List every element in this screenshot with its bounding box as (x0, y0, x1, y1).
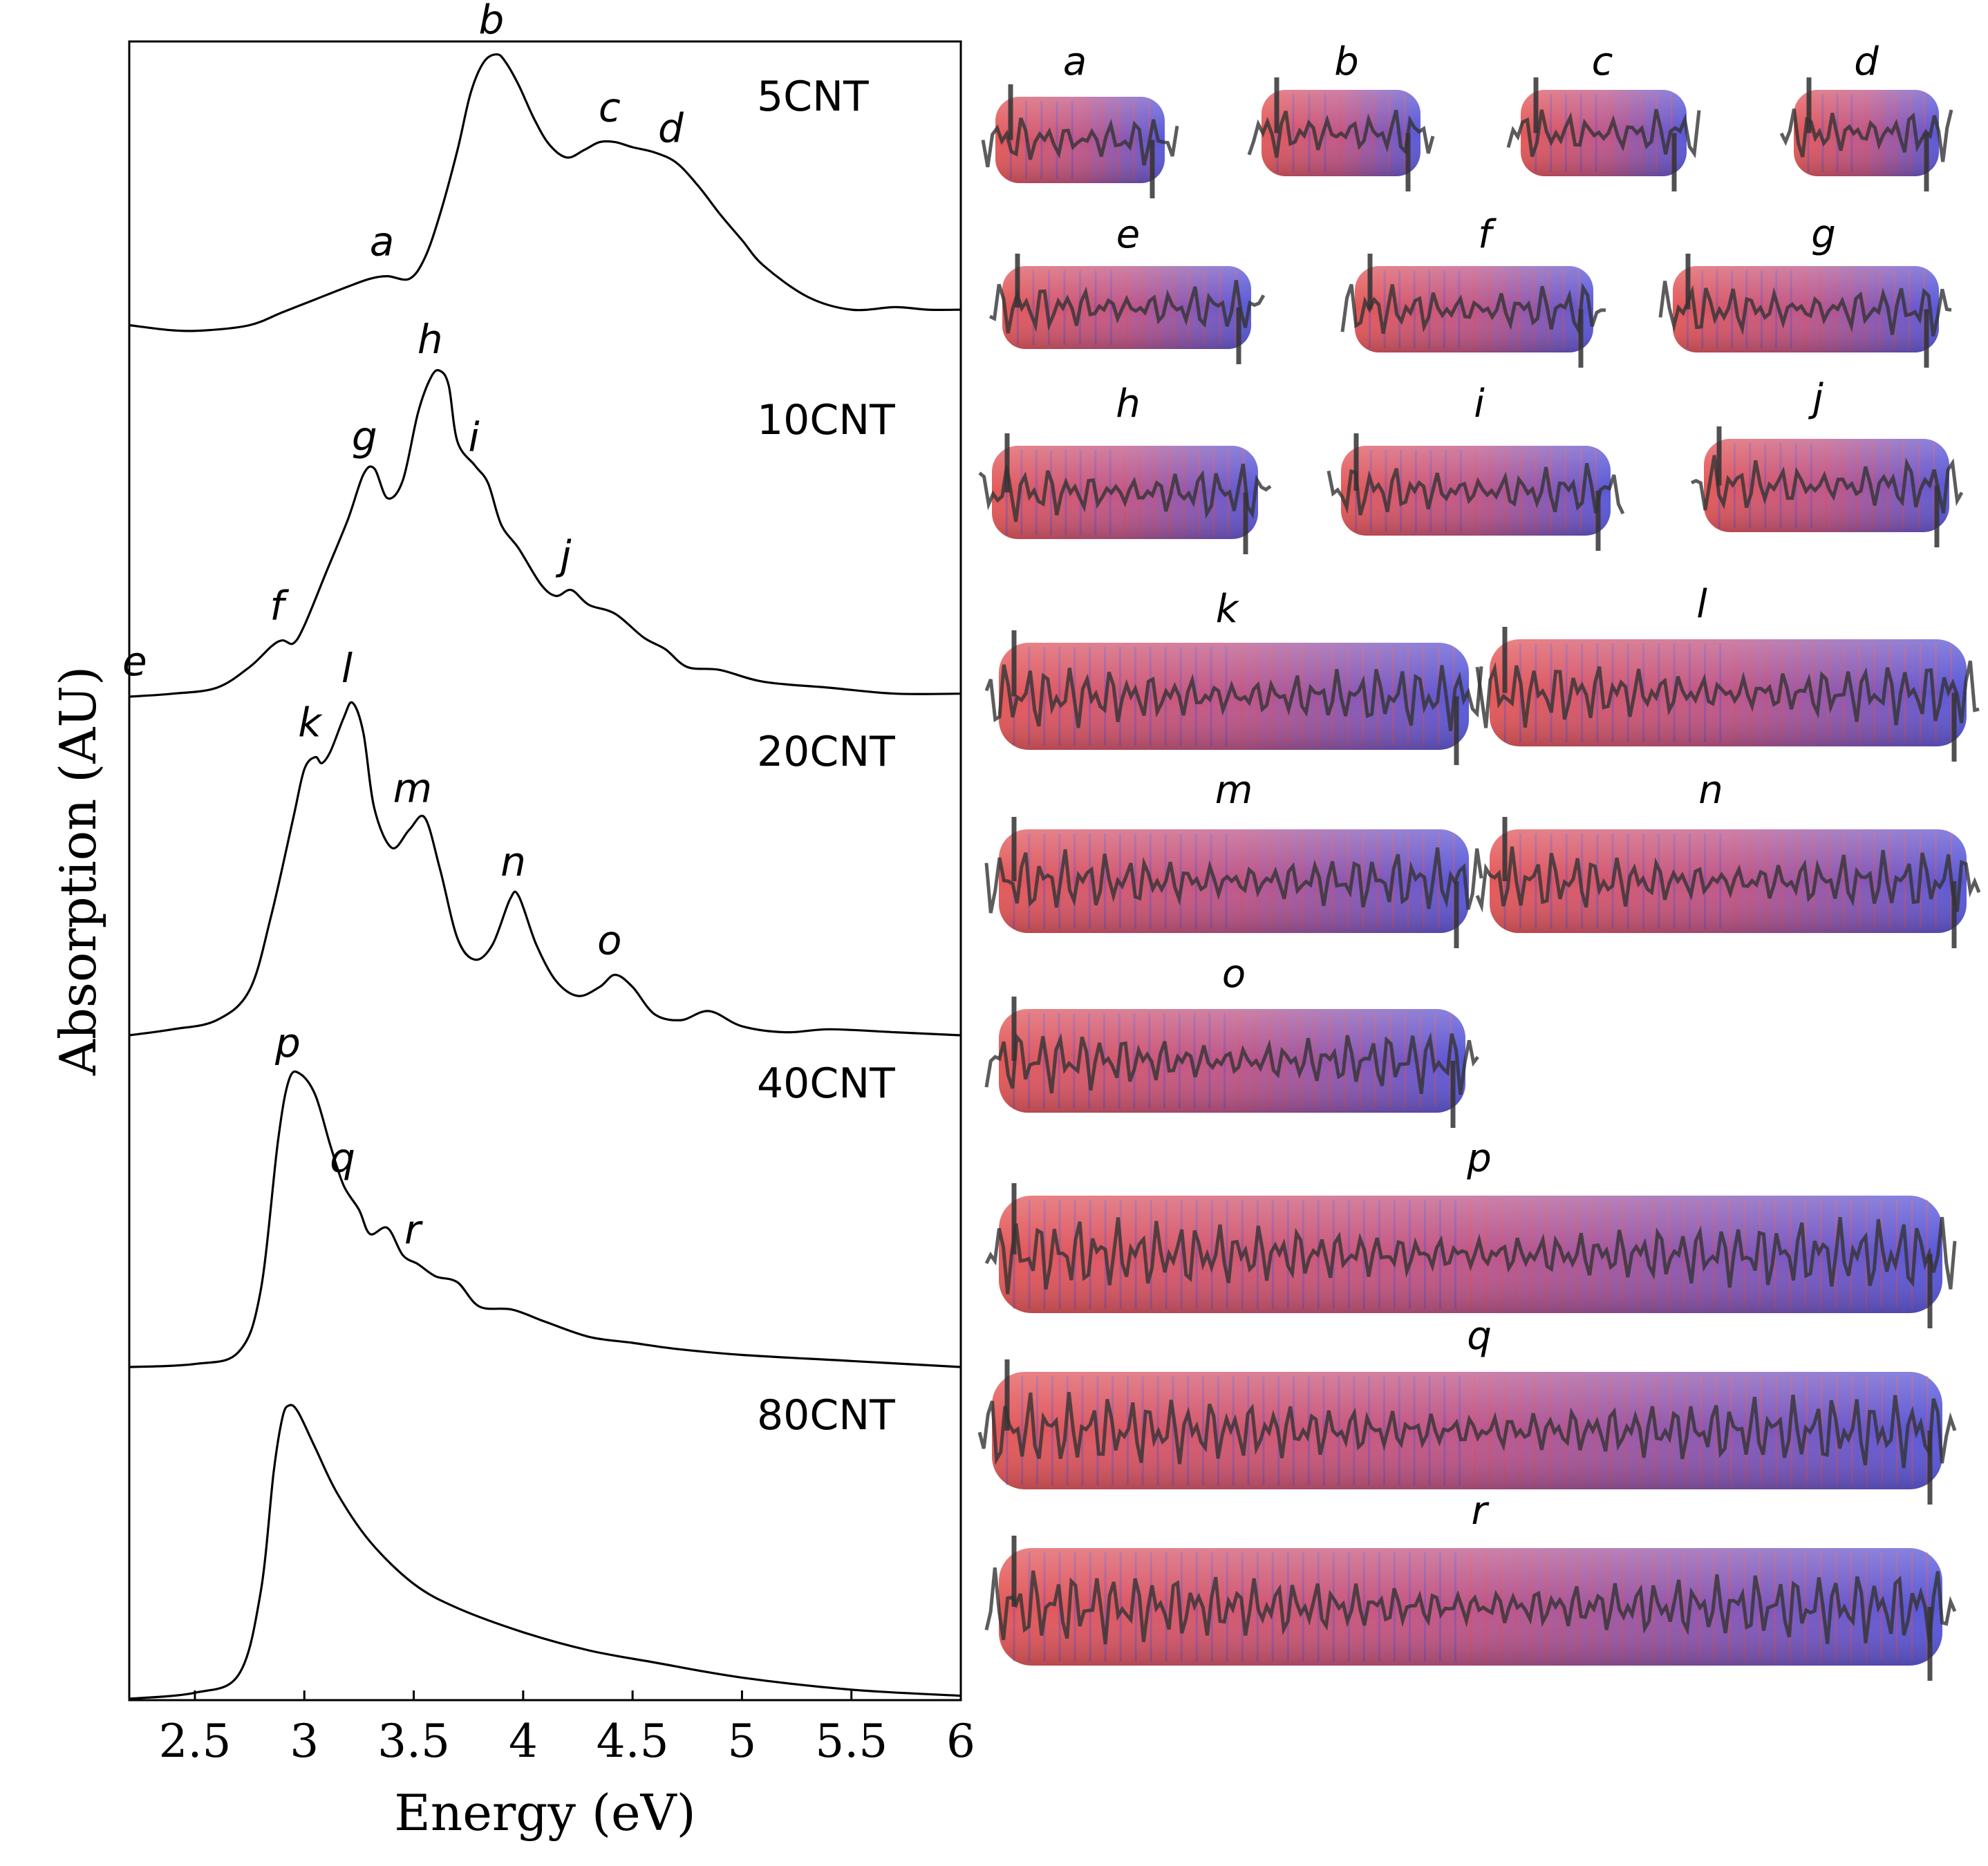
orbital-panel-a: a (981, 39, 1179, 198)
absorption-chart: 2.5 3 3.5 4 4.5 5 5.5 6 Energy (eV) Absorption (A… (49, 0, 975, 1842)
peak-label-i: i (468, 413, 479, 460)
series-label-80cnt: 80CNT (757, 1391, 895, 1440)
wavefunction-trace (984, 664, 1483, 731)
orbital-label-h: h (1116, 381, 1141, 426)
peak-label-f: f (270, 583, 289, 630)
wavefunction-trace (1326, 462, 1625, 516)
orbital-label-l: l (1696, 582, 1707, 627)
orbital-panel-d: d (1779, 39, 1953, 191)
wavefunction-trace (988, 280, 1266, 334)
x-tick-label: 4 (509, 1715, 538, 1768)
series-label-10cnt: 10CNT (757, 396, 895, 444)
x-tick-label: 3.5 (377, 1715, 450, 1768)
orbital-panel-j: j (1690, 376, 1964, 547)
orbital-panel-q: q (977, 1314, 1957, 1505)
peak-label-h: h (418, 316, 443, 363)
orbital-panel-r: r (984, 1489, 1957, 1681)
wavefunction-trace (984, 847, 1483, 914)
orbital-label-k: k (1216, 587, 1240, 632)
plot-frame (128, 40, 962, 1702)
wavefunction-trace (981, 117, 1179, 168)
series-line-40cnt (129, 1070, 962, 1368)
orbital-label-o: o (1222, 952, 1246, 997)
peak-label-n: n (500, 838, 526, 885)
x-tick-label: 3 (290, 1715, 319, 1768)
x-tick-label: 6 (946, 1715, 975, 1768)
wavefunction-trace (1475, 660, 1980, 728)
series-line-20cnt (129, 701, 962, 1037)
orbital-panel-f: f (1340, 212, 1606, 368)
orbital-label-d: d (1854, 39, 1879, 84)
orbital-label-q: q (1467, 1314, 1492, 1359)
wavefunction-trace (1690, 455, 1964, 514)
wavefunction-trace (984, 1032, 1479, 1095)
wavefunction-trace (978, 463, 1272, 522)
orbital-label-b: b (1334, 39, 1359, 84)
wavefunction-trace (977, 1392, 1957, 1469)
peak-label-o: o (597, 917, 622, 964)
orbital-label-n: n (1698, 768, 1723, 813)
orbital-panel-l: l (1475, 582, 1980, 762)
orbital-panel-h: h (978, 381, 1272, 554)
orbital-panels: a b c d e f g h i j k l m n o p q r (977, 39, 1981, 1681)
series-label-40cnt: 40CNT (757, 1059, 895, 1108)
orbital-label-g: g (1811, 212, 1836, 257)
orbital-label-f: f (1478, 212, 1497, 257)
orbital-label-a: a (1063, 39, 1087, 84)
peak-label-m: m (393, 765, 433, 812)
orbital-label-e: e (1116, 212, 1140, 257)
peak-label-a: a (370, 218, 395, 265)
orbital-label-r: r (1471, 1489, 1489, 1534)
peak-label-g: g (352, 413, 377, 460)
x-tick-label: 4.5 (597, 1715, 669, 1768)
x-tick-label: 5 (727, 1715, 756, 1768)
peak-label-d: d (658, 104, 684, 151)
series-label-5cnt: 5CNT (757, 73, 869, 121)
orbital-label-j: j (1808, 376, 1823, 421)
wavefunction-trace (984, 1216, 1957, 1294)
orbital-panel-c: c (1506, 39, 1701, 191)
orbital-panel-p: p (984, 1136, 1957, 1328)
peak-label-p: p (274, 1019, 301, 1066)
peak-label-b: b (478, 0, 504, 44)
series-line-10cnt (129, 368, 962, 698)
orbital-panel-b: b (1247, 39, 1435, 191)
orbital-panel-m: m (984, 768, 1483, 948)
peak-label-j: j (555, 532, 572, 579)
orbital-label-c: c (1592, 39, 1613, 84)
orbital-label-i: i (1474, 381, 1485, 426)
orbital-label-p: p (1466, 1136, 1492, 1181)
wavefunction-trace (1475, 846, 1981, 913)
orbital-panel-g: g (1658, 212, 1952, 368)
peak-label-e: e (122, 638, 147, 685)
orbital-panel-e: e (988, 212, 1266, 364)
y-axis-label: Absorption (AU) (49, 666, 107, 1076)
wavefunction-trace (1340, 283, 1606, 336)
x-tick-label: 2.5 (158, 1715, 231, 1768)
peak-label-k: k (298, 699, 323, 746)
wavefunction-trace (1506, 109, 1701, 159)
orbital-panel-o: o (984, 952, 1479, 1128)
orbital-panel-k: k (984, 587, 1483, 765)
orbital-panel-n: n (1475, 768, 1981, 948)
series-line-5cnt (129, 53, 962, 332)
wavefunction-trace (1658, 281, 1952, 337)
orbital-label-m: m (1215, 768, 1253, 813)
wavefunction-trace (984, 1567, 1957, 1645)
x-axis-label: Energy (eV) (394, 1784, 695, 1842)
peak-label-c: c (599, 84, 621, 131)
peak-label-r: r (404, 1206, 423, 1253)
orbital-panel-i: i (1326, 381, 1625, 551)
peak-label-l: l (341, 645, 353, 692)
series-line-80cnt (129, 1404, 962, 1700)
series-label-20cnt: 20CNT (757, 728, 895, 776)
wavefunction-trace (1247, 109, 1435, 158)
peak-label-q: q (330, 1135, 355, 1182)
x-tick-label: 5.5 (815, 1715, 888, 1768)
